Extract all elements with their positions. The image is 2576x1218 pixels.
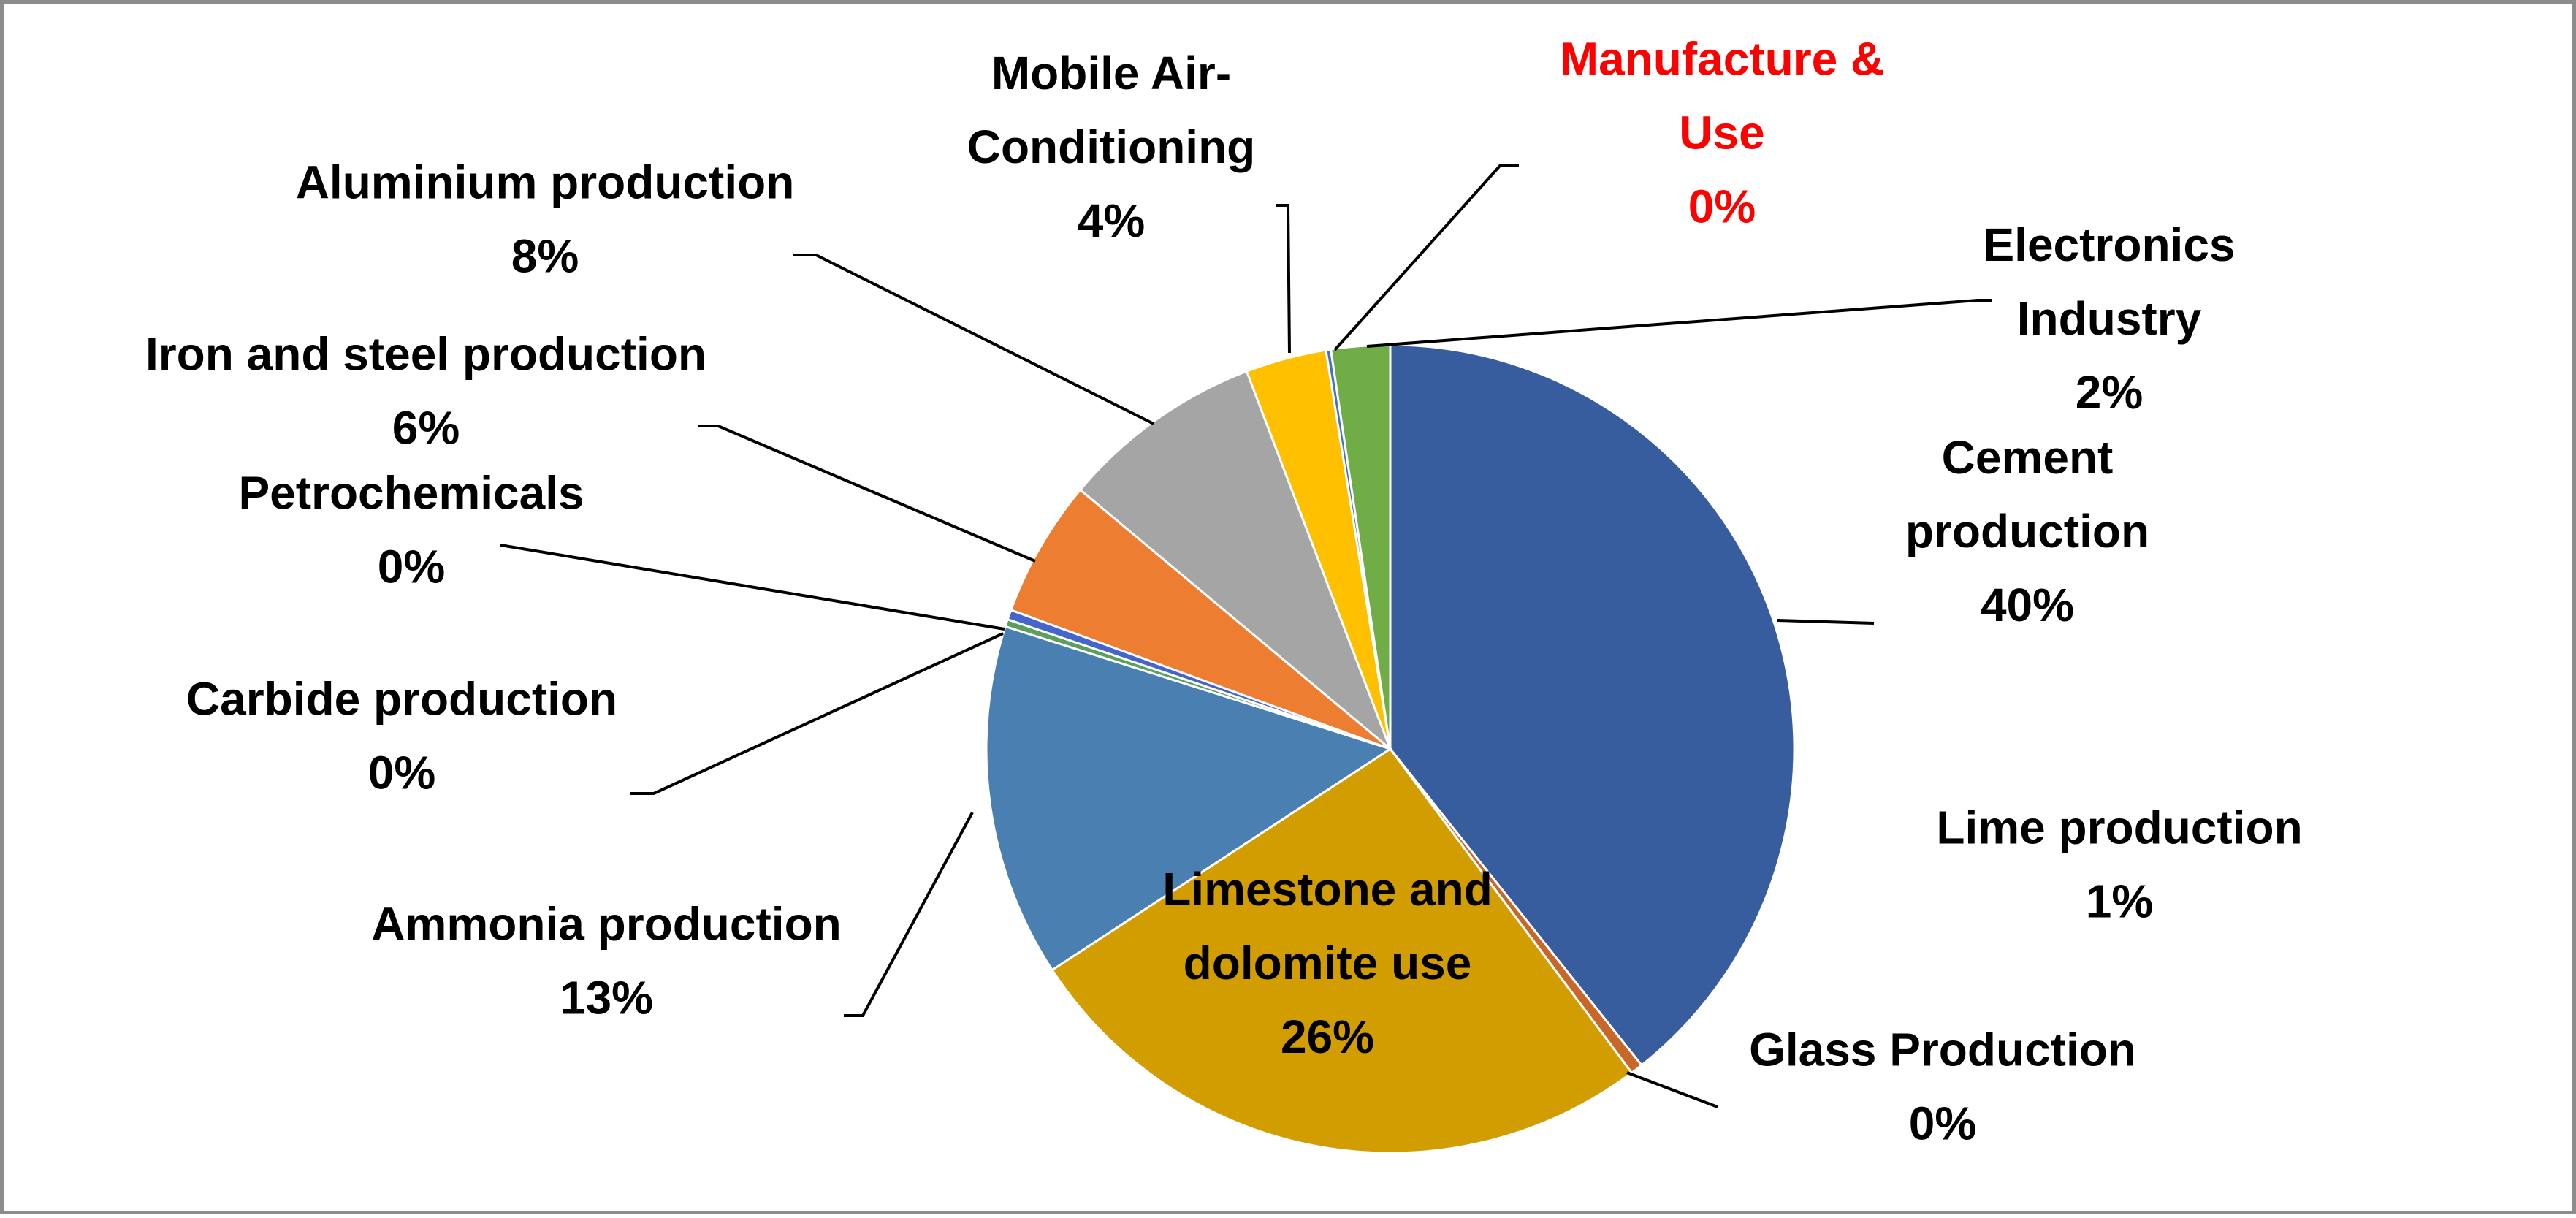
leader-line-other-product-manufacture-use [1333, 164, 1519, 351]
leader-line-electronics-industry [1366, 299, 1992, 348]
data-label-text: Iron and steel production [145, 328, 706, 381]
data-label-percent: 40% [1981, 579, 2074, 631]
data-label-text: Conditioning [967, 121, 1256, 173]
leader-line-cement-production [1777, 619, 1875, 625]
leader-line-glass-production [1626, 1071, 1718, 1108]
data-label-mobile-air-conditioning: Mobile Air- Conditioning 4% [967, 47, 1256, 247]
data-label-iron-and-steel-production: Iron and steel production 6% [145, 328, 706, 454]
data-label-percent: 0% [1909, 1097, 1977, 1150]
data-label-percent: 2% [2076, 366, 2144, 419]
data-label-percent: 6% [392, 402, 460, 454]
slice-labels: Cement production 40% Lime production 1% Glas… [145, 4, 2303, 1150]
data-label-text: Electronics [1983, 218, 2235, 271]
data-label-text: Cement [1942, 431, 2114, 484]
data-label-carbide-production: Carbide production 0% [186, 673, 617, 799]
data-label-text: dolomite use [1184, 937, 1472, 989]
leader-line-aluminium-production [793, 254, 1154, 425]
leader-line-carbide-production [630, 632, 1004, 795]
data-label-text: Use [1679, 107, 1764, 159]
data-label-text: Petrochemicals [238, 467, 584, 519]
data-label-text: Industry [2017, 292, 2202, 345]
data-label-cement-production: Cement production 40% [1905, 431, 2149, 631]
leader-line-iron-and-steel-production [698, 425, 1036, 563]
data-label-percent: 8% [511, 230, 579, 283]
data-label-percent: 26% [1281, 1010, 1374, 1063]
data-label-text: Glass Production [1749, 1024, 2136, 1076]
data-label-percent: 0% [1688, 180, 1756, 233]
data-label-lime-production: Lime production 1% [1936, 802, 2302, 928]
pie-slice-aluminium-production [1078, 370, 1393, 753]
pie-slice-limestone-and-dolomite-use [1051, 747, 1634, 1154]
data-label-text: Ammonia production [371, 898, 842, 951]
data-label-aluminium-production: Aluminium production 8% [296, 156, 795, 283]
data-label-percent: 0% [368, 747, 436, 799]
leader-line-ammonia-production [844, 812, 974, 1017]
data-label-text: Other Product [1565, 4, 1879, 12]
data-label-percent: 4% [1078, 194, 1146, 247]
data-label-electronics-industry: Electronics Industry 2% [1983, 218, 2235, 419]
data-label-text: Carbide production [186, 673, 617, 726]
data-label-other-product-manufacture-use: Other Product Manufacture & Use 0% [1560, 4, 1885, 233]
data-label-ammonia-production: Ammonia production 13% [371, 898, 842, 1024]
data-label-text: production [1905, 505, 2149, 557]
leader-line-petrochemicals [500, 544, 1005, 631]
data-label-text: Lime production [1936, 802, 2302, 854]
data-label-text: Aluminium production [296, 156, 795, 209]
leader-lines [500, 164, 1992, 1108]
data-label-text: Manufacture & [1560, 33, 1885, 85]
data-label-glass-production: Glass Production 0% [1749, 1024, 2136, 1150]
leader-line-mobile-air-conditioning [1276, 204, 1291, 354]
data-label-text: Mobile Air- [991, 47, 1231, 99]
data-label-percent: 1% [2086, 875, 2154, 928]
data-label-text: Limestone and [1162, 863, 1493, 916]
pie-chart: Cement production 40% Lime production 1% Glas… [145, 4, 2303, 1154]
pie-slice-iron-and-steel-production [1009, 488, 1391, 750]
data-label-petrochemicals: Petrochemicals 0% [238, 467, 584, 593]
data-label-percent: 13% [560, 972, 653, 1024]
pie-slice-ammonia-production [985, 625, 1393, 972]
data-label-percent: 0% [378, 541, 446, 593]
pie-slices [985, 343, 1796, 1154]
pie-slice-cement-production [1389, 343, 1796, 1067]
data-label-limestone-and-dolomite-use: Limestone and dolomite use 26% [1162, 863, 1493, 1063]
